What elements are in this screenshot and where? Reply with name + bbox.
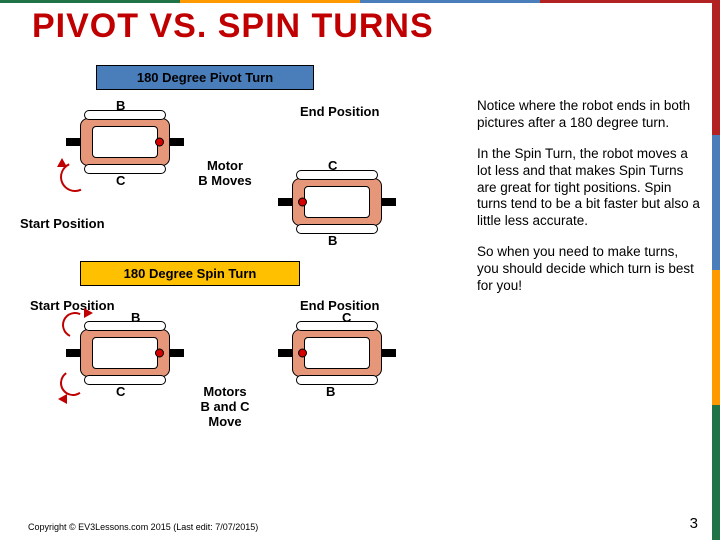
explanation-text: Notice where the robot ends in both pict… [477, 98, 702, 309]
explain-p3: So when you need to make turns, you shou… [477, 244, 702, 295]
explain-p2: In the Spin Turn, the robot moves a lot … [477, 146, 702, 230]
right-accent-bar [712, 0, 720, 540]
spin-start-robot [80, 323, 170, 383]
pivot-end-label: End Position [300, 104, 379, 119]
pivot-start-wheel-b: B [116, 98, 125, 113]
spin-end-robot [292, 323, 382, 383]
pivot-end-wheel-b: B [328, 233, 337, 248]
spin-start-wheel-b: B [131, 310, 140, 325]
spin-arrow-head1-icon [84, 308, 93, 318]
spin-motor-label: Motors B and C Move [190, 384, 260, 429]
spin-end-wheel-b: B [326, 384, 335, 399]
spin-arrow-head2-icon [58, 394, 67, 404]
slide-title: PIVOT VS. SPIN TURNS [32, 7, 434, 46]
page-number: 3 [690, 515, 698, 532]
copyright-text: Copyright © EV3Lessons.com 2015 (Last ed… [28, 522, 258, 532]
diagram-area: B C Start Position C B End Position Moto… [20, 88, 460, 468]
pivot-banner: 180 Degree Pivot Turn [96, 65, 314, 90]
pivot-arrow-head-icon [57, 158, 67, 167]
pivot-start-label: Start Position [20, 216, 105, 231]
pivot-start-robot [80, 112, 170, 172]
explain-p1: Notice where the robot ends in both pict… [477, 98, 702, 132]
spin-start-label: Start Position [30, 298, 115, 313]
pivot-start-wheel-c: C [116, 173, 125, 188]
spin-banner: 180 Degree Spin Turn [80, 261, 300, 286]
pivot-motor-label: Motor B Moves [190, 158, 260, 188]
top-accent-bar [0, 0, 720, 3]
pivot-end-robot [292, 172, 382, 232]
spin-end-label: End Position [300, 298, 379, 313]
pivot-end-wheel-c: C [328, 158, 337, 173]
spin-start-wheel-c: C [116, 384, 125, 399]
